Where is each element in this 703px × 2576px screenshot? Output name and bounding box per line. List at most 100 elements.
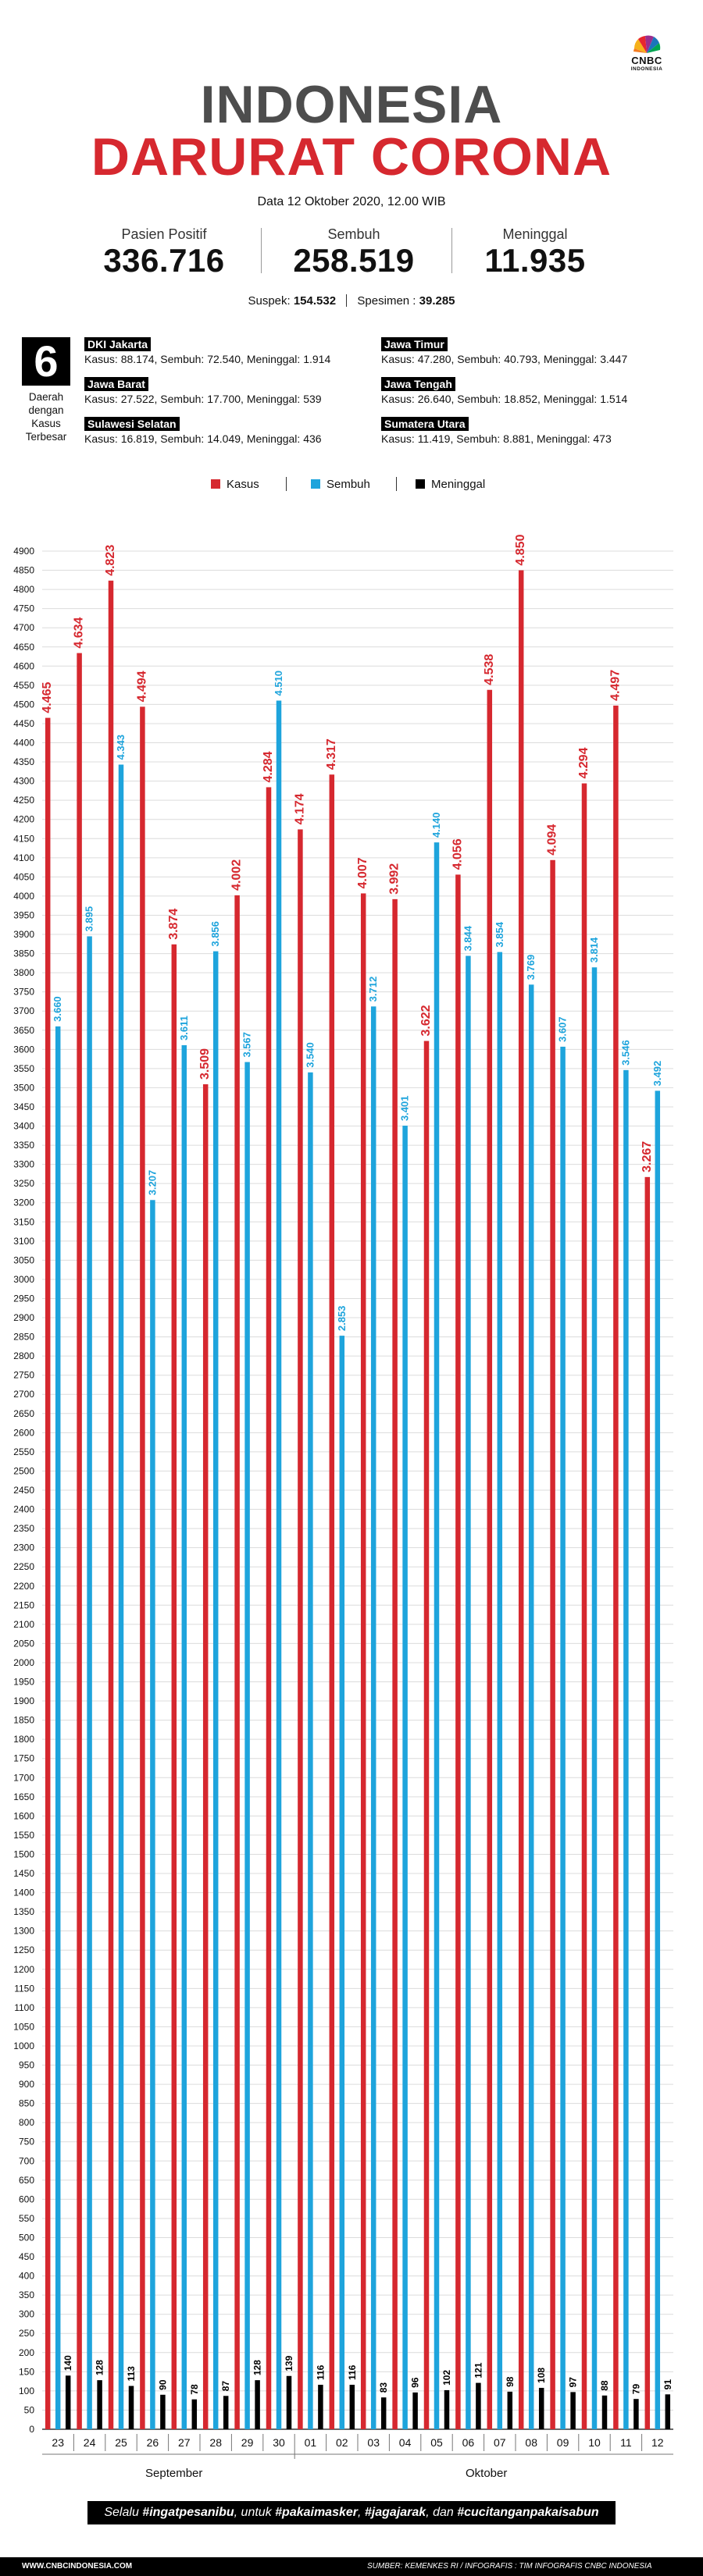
x-tick-label: 23 [52,2436,64,2449]
y-tick-label: 1050 [13,2021,34,2032]
y-tick-label: 4450 [13,718,34,729]
legend-meninggal: Meninggal [416,478,485,491]
banner-prefix: Selalu [104,2506,139,2519]
data-label-sembuh: 4.343 [115,735,127,760]
y-tick-label: 1750 [13,1753,34,1764]
data-label-kasus: 4.294 [577,747,591,778]
data-label-sembuh: 3.712 [367,977,379,1002]
bar-meninggal [538,2387,544,2429]
x-tick-label: 03 [367,2436,380,2449]
spesimen-label: Spesimen : [357,294,416,308]
bar-kasus [77,653,82,2430]
hashtag-banner: Selalu #ingatpesanibu, untuk #pakaimaske… [87,2501,616,2524]
x-tick-label: 27 [178,2436,191,2449]
x-tick-label: 04 [399,2436,412,2449]
bar-meninggal [349,2385,355,2429]
legend-divider [396,477,397,491]
data-label-sembuh: 3.660 [52,996,63,1022]
bar-sembuh [87,936,92,2429]
y-tick-label: 4750 [13,603,34,614]
region-count: 6 [22,337,70,386]
bar-kasus [360,893,366,2429]
x-tick-label: 29 [241,2436,254,2449]
sub-divider [346,294,348,307]
bar-kasus [140,706,145,2429]
y-tick-label: 1900 [13,1695,34,1706]
stat-sembuh: Sembuh 258.519 [276,226,432,279]
y-tick-label: 2800 [13,1350,34,1361]
legend-swatch [416,479,425,489]
bar-sembuh [212,951,219,2429]
y-tick-label: 400 [19,2271,34,2282]
data-label-sembuh: 3.844 [462,925,473,951]
y-tick-label: 200 [19,2347,34,2358]
data-label-meninggal: 90 [157,2379,168,2390]
x-tick-label: 30 [273,2436,285,2449]
data-label-sembuh: 4.510 [273,671,284,696]
region-name: Sumatera Utara [381,417,469,431]
bar-sembuh [55,1026,61,2429]
bar-meninggal [601,2395,608,2429]
daily-cases-bar-chart: 0501001502002503003504004505005506006507… [13,534,673,2459]
data-label-sembuh: 3.540 [304,1042,316,1068]
data-label-kasus: 3.622 [419,1005,433,1036]
legend-swatch [211,479,220,489]
y-tick-label: 550 [19,2213,34,2224]
data-label-meninggal: 78 [189,2384,200,2395]
data-label-meninggal: 83 [378,2382,389,2393]
legend-label: Kasus [227,478,259,491]
x-tick-label: 06 [462,2436,475,2449]
data-label-sembuh: 3.492 [651,1061,663,1087]
bar-meninggal [255,2380,260,2429]
stat-value: 336.716 [103,242,225,279]
region-stats: Kasus: 26.640, Sembuh: 18.852, Meninggal… [381,393,628,405]
data-label-sembuh: 3.769 [525,955,537,980]
region-stats: Kasus: 27.522, Sembuh: 17.700, Meninggal… [84,393,322,405]
data-label-meninggal: 116 [315,2364,326,2380]
stat-label: Pasien Positif [121,226,207,242]
banner-tag-pakaimasker: #pakaimasker [275,2506,358,2519]
stat-label: Meninggal [502,226,568,242]
y-tick-label: 650 [19,2175,34,2186]
data-label-meninggal: 96 [410,2377,421,2388]
bar-kasus [45,717,51,2430]
y-tick-label: 3100 [13,1236,34,1247]
region-stats: Kasus: 88.174, Sembuh: 72.540, Meninggal… [84,353,331,365]
bar-kasus [171,944,177,2429]
y-tick-label: 3250 [13,1178,34,1189]
data-label-kasus: 4.497 [608,670,622,701]
y-tick-label: 3150 [13,1216,34,1227]
bar-kasus [613,705,619,2429]
month-label-oktober: Oktober [466,2467,508,2480]
x-tick-label: 05 [430,2436,443,2449]
y-tick-label: 3400 [13,1121,34,1132]
bar-meninggal [380,2397,387,2429]
y-tick-label: 1250 [13,1944,34,1955]
suspek-label: Suspek: [248,294,291,308]
stat-divider [451,228,452,273]
y-tick-label: 2600 [13,1427,34,1438]
y-tick-label: 250 [19,2328,34,2339]
bar-kasus [423,1041,430,2429]
data-label-sembuh: 3.207 [146,1170,158,1196]
y-tick-label: 2550 [13,1446,34,1457]
x-tick-label: 10 [588,2436,601,2449]
data-label-kasus: 4.850 [514,534,527,565]
y-tick-label: 900 [19,2079,34,2090]
y-tick-label: 1650 [13,1791,34,1802]
region-count-caption: Daerah dengan Kasus Terbesar [25,391,67,443]
y-tick-label: 4250 [13,795,34,806]
bar-kasus [202,1084,209,2429]
data-label-sembuh: 3.607 [557,1016,569,1042]
bar-sembuh [402,1126,408,2429]
y-tick-label: 4500 [13,699,34,710]
banner-text: , [358,2506,362,2519]
y-tick-label: 3550 [13,1063,34,1074]
data-label-kasus: 3.267 [641,1141,654,1172]
data-label-sembuh: 4.140 [430,813,442,838]
bar-meninggal [160,2394,166,2429]
legend-kasus: Kasus [211,478,259,491]
bar-meninggal [665,2394,671,2429]
region-jawa-timur: Jawa Timur Kasus: 47.280, Sembuh: 40.793… [381,337,627,367]
y-tick-label: 1350 [13,1906,34,1917]
